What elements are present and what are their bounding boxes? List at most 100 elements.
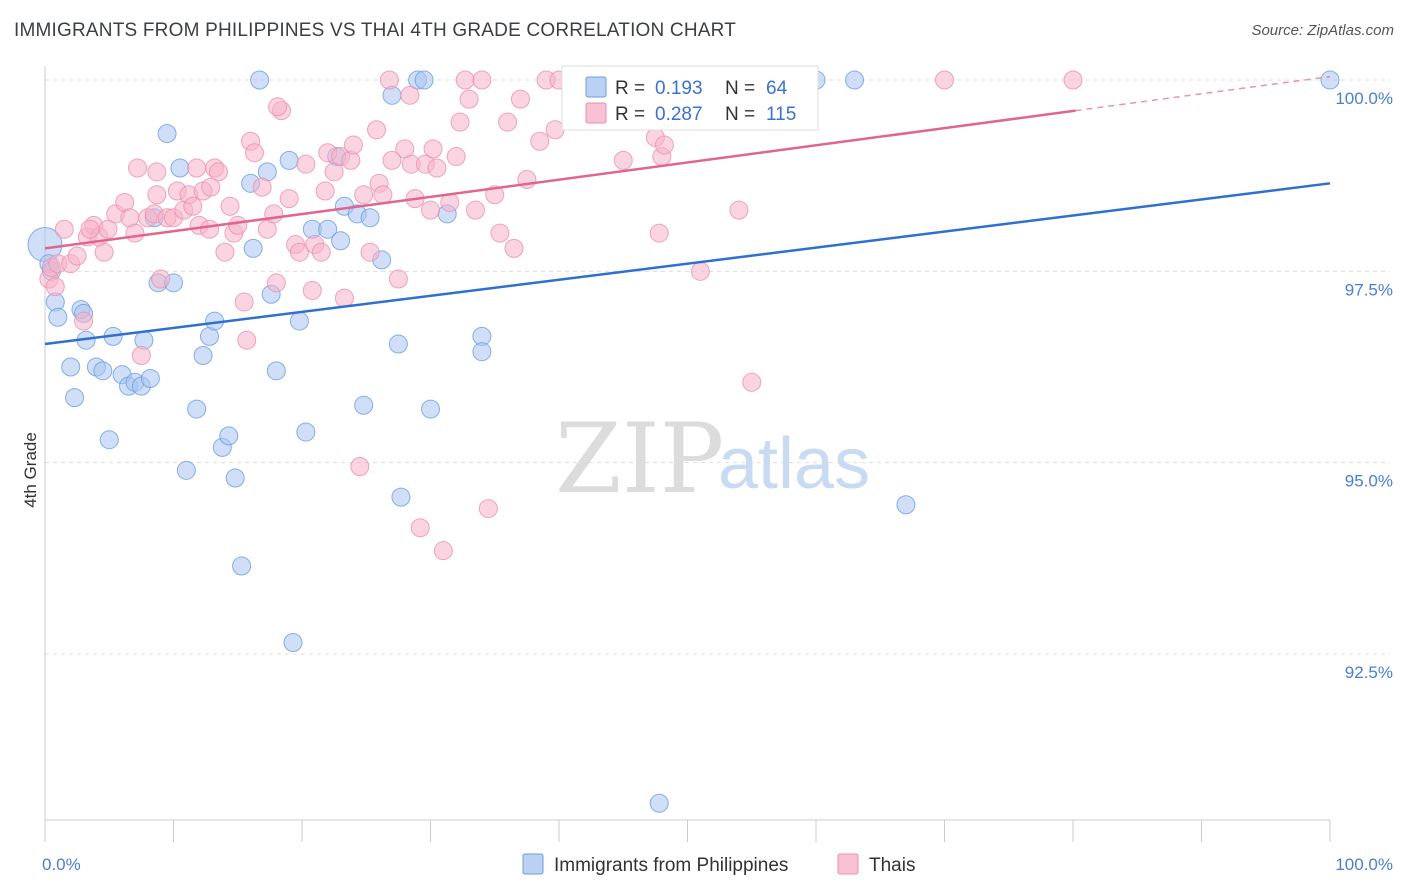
data-points xyxy=(27,70,1340,813)
y-tick-label: 92.5% xyxy=(1345,663,1393,682)
data-point xyxy=(391,487,411,507)
data-point xyxy=(649,223,669,243)
data-point xyxy=(450,112,470,132)
data-point xyxy=(504,238,524,258)
data-point xyxy=(140,368,160,388)
data-point xyxy=(455,70,475,90)
data-point xyxy=(742,372,762,392)
stats-n-label-thais: N = xyxy=(725,104,755,125)
data-point xyxy=(350,456,370,476)
stats-n-value-thais: 115 xyxy=(766,104,796,125)
data-point xyxy=(237,330,257,350)
data-point xyxy=(147,185,167,205)
series-philippines xyxy=(27,70,1340,813)
data-point xyxy=(183,196,203,216)
axes xyxy=(44,66,1331,842)
data-point xyxy=(379,70,399,90)
chart-source: Source: ZipAtlas.com xyxy=(1251,22,1394,39)
stats-r-value-thais: 0.287 xyxy=(655,104,703,125)
data-point xyxy=(388,269,408,289)
legend-label-thais: Thais xyxy=(869,855,915,876)
data-point xyxy=(48,307,68,327)
data-point xyxy=(354,395,374,415)
data-point xyxy=(315,181,335,201)
data-point xyxy=(80,219,100,239)
data-point xyxy=(613,150,633,170)
data-point xyxy=(498,112,518,132)
trend-line-philippines xyxy=(44,182,1331,346)
series-thais xyxy=(39,70,1083,561)
data-point xyxy=(472,70,492,90)
data-point xyxy=(65,388,85,408)
data-point xyxy=(423,139,443,159)
data-point xyxy=(219,426,239,446)
data-point xyxy=(289,311,309,331)
data-point xyxy=(74,311,94,331)
data-point xyxy=(654,135,674,155)
watermark: ZIP atlas xyxy=(555,403,870,515)
data-point xyxy=(128,158,148,178)
data-point xyxy=(459,89,479,109)
data-point xyxy=(225,468,245,488)
watermark-zip: ZIP xyxy=(555,403,724,515)
data-point xyxy=(54,219,74,239)
data-point xyxy=(296,422,316,442)
data-point xyxy=(243,238,263,258)
data-point xyxy=(1063,70,1083,90)
data-point xyxy=(147,162,167,182)
y-tick-label: 100.0% xyxy=(1335,89,1393,108)
data-point xyxy=(199,219,219,239)
trend-line-extension-thais xyxy=(1075,75,1331,112)
data-point xyxy=(125,223,145,243)
data-point xyxy=(649,793,669,813)
data-point xyxy=(421,200,440,220)
data-point xyxy=(472,342,492,362)
data-point xyxy=(45,277,65,297)
stats-legend: R = 0.193 N = 64 R = 0.287 N = 115 xyxy=(561,65,819,131)
data-point xyxy=(690,261,710,281)
data-point xyxy=(266,361,286,381)
data-point xyxy=(421,399,440,419)
data-point xyxy=(845,70,865,90)
data-point xyxy=(360,208,380,228)
y-tick-label: 95.0% xyxy=(1345,472,1393,491)
data-point xyxy=(545,120,565,140)
data-point xyxy=(208,162,228,182)
data-point xyxy=(99,430,119,450)
data-point xyxy=(296,154,316,174)
data-point xyxy=(302,280,322,300)
data-point xyxy=(465,200,485,220)
data-point xyxy=(896,495,916,515)
data-point xyxy=(268,97,288,117)
stats-n-label-philippines: N = xyxy=(725,78,755,99)
data-point xyxy=(334,288,354,308)
data-point xyxy=(289,242,309,262)
data-point xyxy=(354,185,374,205)
data-point xyxy=(264,204,284,224)
data-point xyxy=(187,399,207,419)
trend-lines xyxy=(44,75,1331,346)
data-point xyxy=(61,357,81,377)
data-point xyxy=(220,196,240,216)
data-point xyxy=(266,273,286,293)
data-point xyxy=(67,246,87,266)
data-point xyxy=(367,120,387,140)
data-point xyxy=(244,143,264,163)
data-point xyxy=(331,231,351,251)
data-point xyxy=(283,633,303,653)
data-point xyxy=(232,556,252,576)
data-point xyxy=(427,158,447,178)
data-point xyxy=(530,131,550,151)
x-tick-labels: 0.0% 100.0% xyxy=(42,855,1393,874)
data-point xyxy=(250,70,270,90)
stats-swatch-philippines xyxy=(585,76,607,98)
data-point xyxy=(193,346,213,366)
data-point xyxy=(252,177,272,197)
data-point xyxy=(311,242,331,262)
data-point xyxy=(187,158,207,178)
chart-title: IMMIGRANTS FROM PHILIPPINES VS THAI 4TH … xyxy=(14,20,737,41)
legend-label-philippines: Immigrants from Philippines xyxy=(554,855,788,876)
data-point xyxy=(414,70,434,90)
data-point xyxy=(446,147,466,167)
